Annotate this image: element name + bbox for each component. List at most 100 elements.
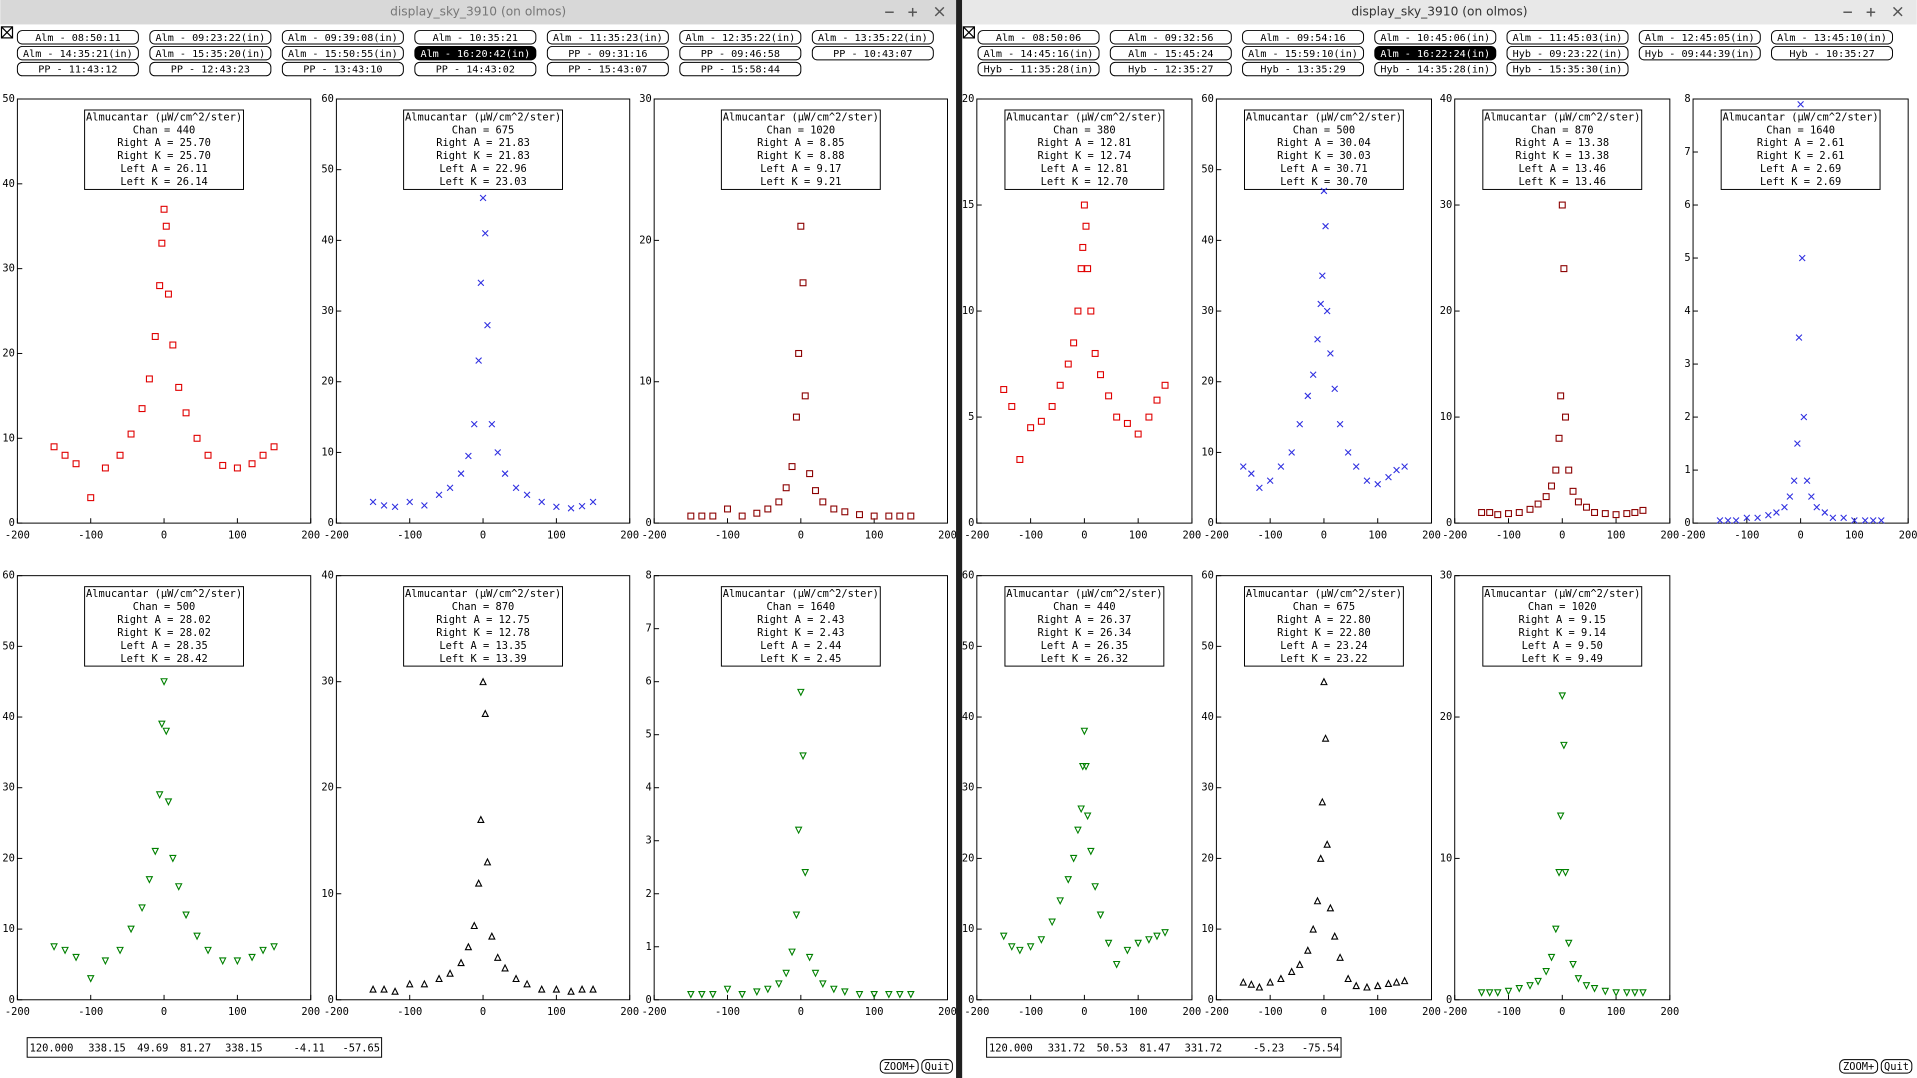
time-button[interactable] [1374,30,1497,45]
time-button[interactable] [1374,61,1497,77]
data-point [1084,265,1092,273]
data-point [1561,869,1570,877]
data-point [1384,979,1393,988]
time-button[interactable] [16,61,139,77]
time-button[interactable] [1506,30,1629,45]
data-point [841,508,849,516]
time-button[interactable] [149,45,272,61]
y-tick-label: 40 [962,711,975,723]
label-box-line: Left K = 23.03 [439,176,526,188]
time-button[interactable] [546,30,669,45]
y-tick-label: 50 [1201,640,1214,652]
time-button[interactable] [1109,30,1232,45]
time-button[interactable] [1771,45,1894,61]
data-point [72,460,80,468]
time-button[interactable] [16,45,139,61]
window-controls[interactable] [885,6,1903,17]
time-button[interactable] [414,61,537,77]
data-point [753,988,761,996]
time-button[interactable] [1109,45,1232,61]
data-point [801,392,809,400]
y-tick-label: 40 [321,234,333,246]
x-tick-label: 100 [865,529,884,541]
time-button[interactable] [679,30,802,45]
time-button[interactable] [679,61,802,77]
data-point [724,505,731,513]
data-point [1363,477,1371,485]
control-button-label: ZOOM+ [884,1061,915,1073]
label-box-line: Right K = 22.80 [1277,627,1371,639]
x-tick-label: 200 [1422,529,1441,541]
data-point [1239,463,1247,470]
label-box-line: Right K = 28.02 [117,627,211,639]
data-point [1363,982,1371,991]
time-button[interactable] [16,30,139,45]
data-point [1794,440,1801,447]
control-button[interactable] [1880,1059,1913,1074]
time-button[interactable] [149,30,272,45]
label-box-line: Right K = 2.43 [757,627,844,639]
time-button[interactable] [1242,45,1365,61]
x-tick-label: -100 [1018,529,1043,541]
control-button[interactable] [1839,1059,1879,1074]
x-tick-label: 0 [480,529,486,541]
time-button[interactable] [679,45,802,61]
data-point [788,463,796,471]
time-button[interactable] [1242,61,1365,77]
time-button[interactable] [281,30,404,45]
control-button[interactable] [921,1059,953,1074]
time-button[interactable] [1506,45,1629,61]
footer-cell: 331.72 [1185,1043,1222,1055]
data-point [1534,500,1542,508]
data-point [1112,960,1121,969]
label-box-line: Chan = 500 [1293,124,1355,136]
time-button[interactable] [1771,30,1894,45]
y-tick-label: 2 [1684,411,1690,423]
data-point [578,502,586,510]
time-button[interactable] [1109,61,1232,77]
time-button[interactable] [977,61,1100,77]
data-point [470,420,478,428]
y-tick-label: 60 [962,570,975,582]
label-box [84,586,244,667]
time-button[interactable] [811,30,934,45]
y-tick-label: 10 [962,305,975,317]
time-button[interactable] [977,45,1100,61]
time-button[interactable] [1506,61,1629,77]
label-box-line: Left K = 23.22 [1280,653,1367,665]
data-point [782,969,790,978]
data-point [494,449,502,456]
x-tick-label: 100 [547,1006,566,1018]
y-tick-label: 20 [321,376,333,388]
x-tick-label: 0 [1559,1006,1565,1018]
time-button[interactable] [1638,30,1761,45]
time-button[interactable] [1638,45,1761,61]
control-button[interactable] [879,1059,919,1074]
label-box-line: Right K = 2.61 [1757,150,1844,162]
time-button[interactable] [281,61,404,77]
data-point [421,502,428,509]
y-tick-label: 20 [639,234,652,246]
data-point [1555,869,1563,877]
time-button[interactable] [149,61,272,77]
time-button[interactable] [1242,30,1365,45]
time-button-label: Hyb - 14:35:28(in) [1380,65,1490,76]
time-button-label: Hyb - 12:35:27 [1128,65,1213,76]
label-box-line: Almucantar (µW/cm^2/ster) [1246,588,1402,600]
time-button[interactable] [414,30,537,45]
y-tick-label: 1 [1684,464,1690,476]
time-button[interactable] [546,45,669,61]
time-button[interactable] [977,30,1100,45]
time-button[interactable] [1374,45,1497,61]
data-point [1494,511,1502,519]
x-tick-label: -100 [715,1006,740,1018]
data-point [145,876,154,884]
data-point [1123,419,1131,427]
time-button[interactable] [811,45,934,61]
time-button[interactable] [546,61,669,77]
time-button[interactable] [414,45,537,61]
x-tick-label: 100 [1129,529,1148,541]
time-button[interactable] [281,45,404,61]
close-icon[interactable] [0,26,976,39]
